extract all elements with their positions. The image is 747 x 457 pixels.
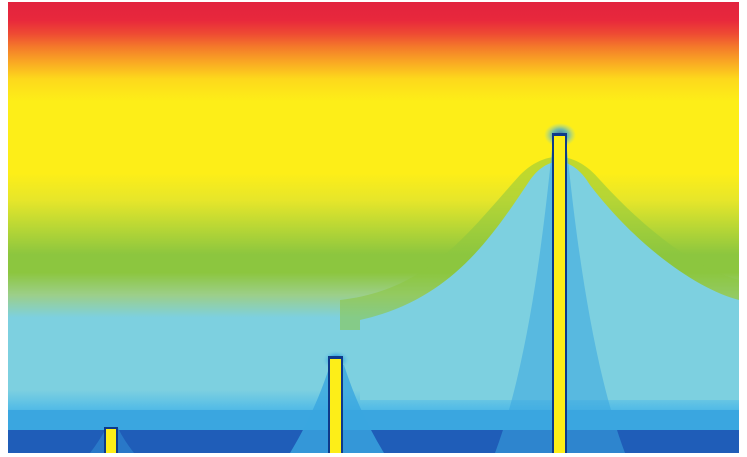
rod-medium [322, 350, 350, 453]
rod-short-body [106, 429, 116, 453]
rod-medium-body [330, 359, 341, 453]
rod-tall [544, 123, 576, 453]
rod-short [104, 427, 118, 453]
rod-tall-body [554, 136, 565, 453]
field-area [8, 2, 739, 453]
